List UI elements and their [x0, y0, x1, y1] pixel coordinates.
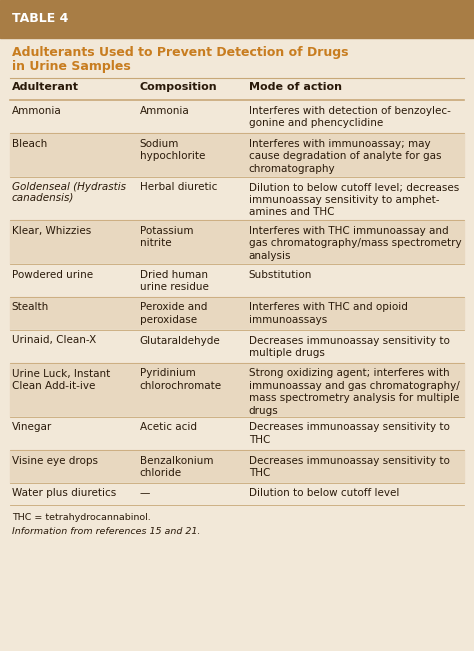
Text: Dilution to below cutoff level; decreases
immunoassay sensitivity to amphet-
ami: Dilution to below cutoff level; decrease…: [249, 182, 459, 217]
Text: Peroxide and
peroxidase: Peroxide and peroxidase: [140, 303, 207, 325]
Text: Glutaraldehyde: Glutaraldehyde: [140, 335, 220, 346]
Text: Adulterants Used to Prevent Detection of Drugs: Adulterants Used to Prevent Detection of…: [12, 46, 348, 59]
Bar: [10, 296, 464, 329]
Text: Vinegar: Vinegar: [12, 422, 52, 432]
Text: Decreases immunoassay sensitivity to
THC: Decreases immunoassay sensitivity to THC: [249, 422, 450, 445]
Bar: [10, 176, 464, 220]
Text: Herbal diuretic: Herbal diuretic: [140, 182, 217, 193]
Bar: [10, 417, 464, 449]
Text: —: —: [140, 488, 150, 499]
Bar: [10, 264, 464, 296]
Text: Strong oxidizing agent; interferes with
immunoassay and gas chromatography/
mass: Strong oxidizing agent; interferes with …: [249, 368, 460, 416]
Text: Ammonia: Ammonia: [140, 106, 190, 116]
Text: Adulterant: Adulterant: [12, 82, 79, 92]
Text: Interferes with immunoassay; may
cause degradation of analyte for gas
chromatogr: Interferes with immunoassay; may cause d…: [249, 139, 441, 174]
Text: Acetic acid: Acetic acid: [140, 422, 197, 432]
Bar: [10, 329, 464, 363]
Text: Bleach: Bleach: [12, 139, 47, 149]
Bar: [10, 100, 464, 133]
Text: Powdered urine: Powdered urine: [12, 270, 93, 279]
Text: Goldenseal (Hydrastis: Goldenseal (Hydrastis: [12, 182, 126, 193]
Text: Ammonia: Ammonia: [12, 106, 62, 116]
Text: Urine Luck, Instant
Clean Add-it-ive: Urine Luck, Instant Clean Add-it-ive: [12, 368, 110, 391]
Text: Sodium
hypochlorite: Sodium hypochlorite: [140, 139, 205, 161]
Text: Benzalkonium
chloride: Benzalkonium chloride: [140, 456, 213, 478]
Text: in Urine Samples: in Urine Samples: [12, 60, 131, 73]
Text: Water plus diuretics: Water plus diuretics: [12, 488, 116, 499]
Bar: [0, 0, 474, 38]
Text: Visine eye drops: Visine eye drops: [12, 456, 98, 465]
Bar: [10, 133, 464, 176]
Text: Klear, Whizzies: Klear, Whizzies: [12, 226, 91, 236]
Text: Interferes with THC immunoassay and
gas chromatography/mass spectrometry
analysi: Interferes with THC immunoassay and gas …: [249, 226, 462, 261]
Text: Urinaid, Clean-X: Urinaid, Clean-X: [12, 335, 96, 346]
Text: canadensis): canadensis): [12, 193, 74, 203]
Bar: [10, 363, 464, 417]
Text: Composition: Composition: [140, 82, 218, 92]
Text: Interferes with THC and opioid
immunoassays: Interferes with THC and opioid immunoass…: [249, 303, 408, 325]
Text: Potassium
nitrite: Potassium nitrite: [140, 226, 193, 249]
Text: THC = tetrahydrocannabinol.: THC = tetrahydrocannabinol.: [12, 513, 151, 522]
Text: Pyridinium
chlorochromate: Pyridinium chlorochromate: [140, 368, 222, 391]
Bar: [10, 449, 464, 482]
Text: Interferes with detection of benzoylec-
gonine and phencyclidine: Interferes with detection of benzoylec- …: [249, 106, 451, 128]
Bar: [10, 220, 464, 264]
Text: Dilution to below cutoff level: Dilution to below cutoff level: [249, 488, 399, 499]
Text: Substitution: Substitution: [249, 270, 312, 279]
Text: Decreases immunoassay sensitivity to
THC: Decreases immunoassay sensitivity to THC: [249, 456, 450, 478]
Bar: [10, 482, 464, 505]
Text: Information from references 15 and 21.: Information from references 15 and 21.: [12, 527, 201, 536]
Text: Mode of action: Mode of action: [249, 82, 342, 92]
Text: TABLE 4: TABLE 4: [12, 12, 68, 25]
Text: Dried human
urine residue: Dried human urine residue: [140, 270, 209, 292]
Text: Decreases immunoassay sensitivity to
multiple drugs: Decreases immunoassay sensitivity to mul…: [249, 335, 450, 358]
Text: Stealth: Stealth: [12, 303, 49, 312]
